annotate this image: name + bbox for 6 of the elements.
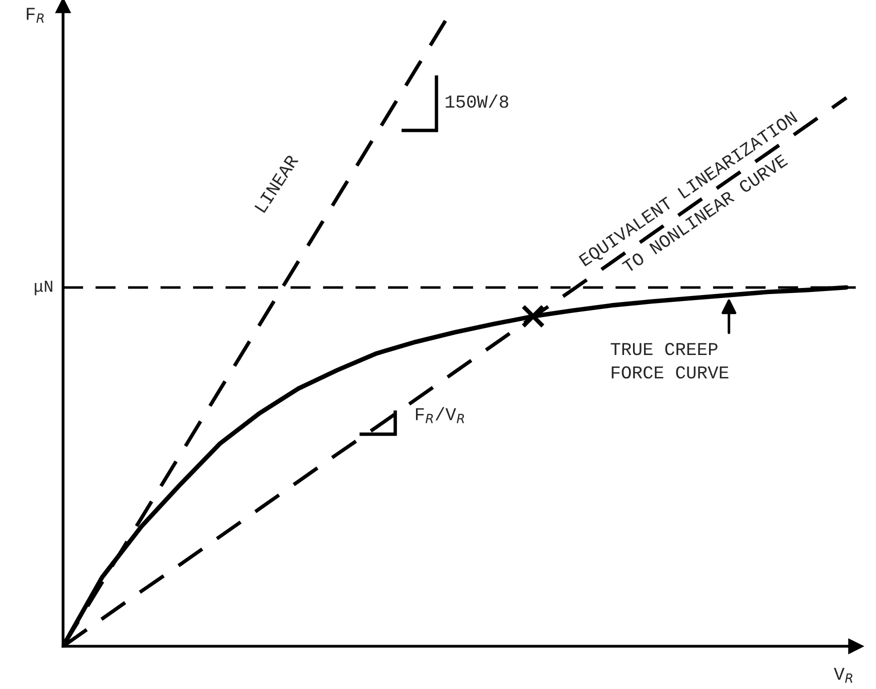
annotation: 150W/8 bbox=[446, 94, 508, 108]
legend-label: TRUE CREEP FORCE CURVE bbox=[610, 342, 728, 379]
y-axis-title: F$_{R}$ bbox=[26, 8, 44, 23]
x-axis-title: V$_{R}$ bbox=[834, 668, 852, 683]
annotation: F$_{R}$/V$_{R}$ bbox=[416, 407, 464, 424]
ref-line-label: μN bbox=[34, 280, 52, 296]
